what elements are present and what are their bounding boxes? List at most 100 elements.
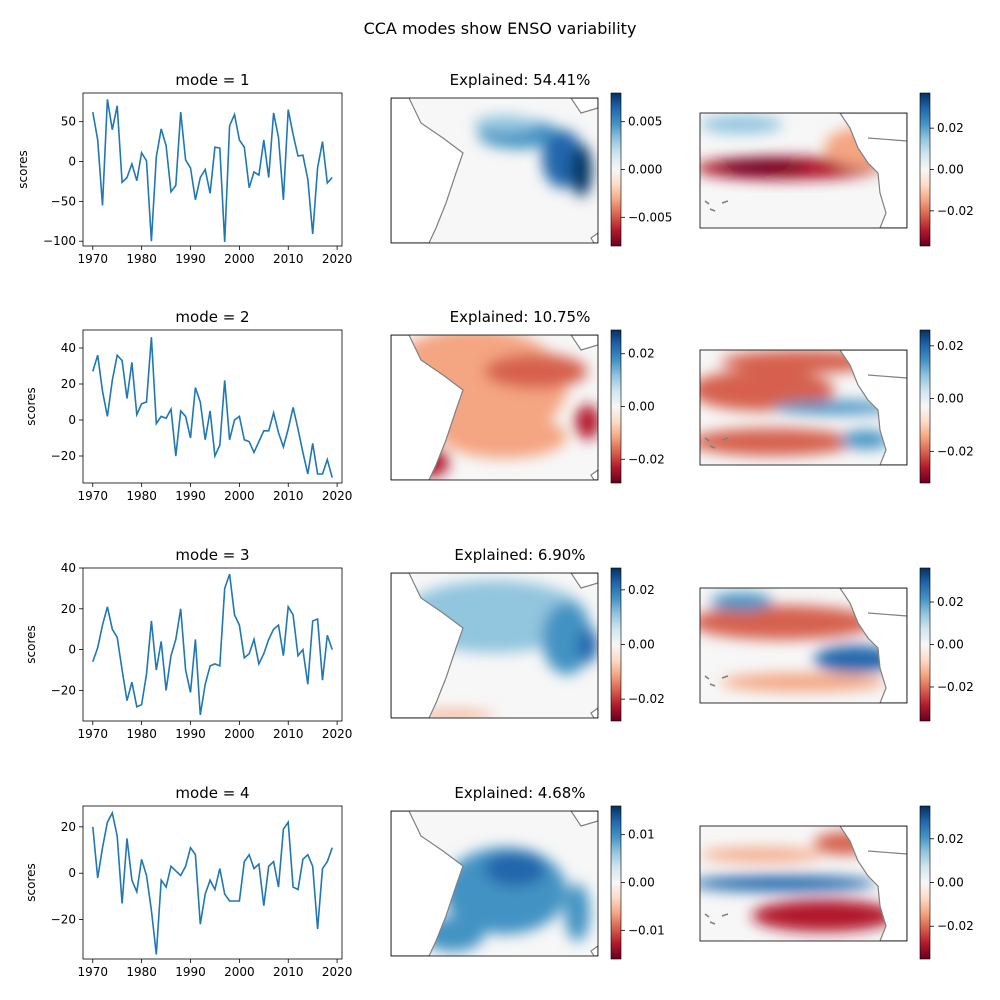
y-tick-label: −20 bbox=[51, 683, 76, 697]
x-tick-label: 2020 bbox=[322, 489, 353, 503]
x-tick-label: 1990 bbox=[175, 727, 206, 741]
scores-panel-2: mode = 2 1970 1980 1990 2000 2010 2020 −20 0 20 40… bbox=[24, 308, 352, 503]
x-tick-label: 1970 bbox=[78, 965, 109, 979]
x-tick-label: 1990 bbox=[175, 252, 206, 266]
plot-frame bbox=[82, 567, 343, 722]
colorbar bbox=[919, 92, 931, 247]
plot-frame bbox=[82, 805, 343, 960]
x-tick-label: 2000 bbox=[224, 252, 255, 266]
colorbar-tick-label: 0.02 bbox=[937, 339, 964, 353]
panel-title: Explained: 10.75% bbox=[450, 308, 591, 326]
colorbar bbox=[919, 329, 931, 484]
islands bbox=[704, 675, 729, 687]
x-tick-label: 1980 bbox=[126, 727, 157, 741]
x-tick-label: 2010 bbox=[273, 489, 304, 503]
colorbar bbox=[610, 805, 622, 960]
colorbar-tick-label: 0.00 bbox=[628, 876, 655, 890]
colorbar-tick-label: 0.00 bbox=[937, 876, 964, 890]
map-frame bbox=[390, 334, 599, 481]
pattern-region bbox=[542, 602, 592, 675]
pattern-region bbox=[700, 875, 876, 892]
x-tick-label: 2010 bbox=[273, 252, 304, 266]
pattern-region bbox=[720, 673, 887, 692]
scores-panel-4: mode = 4 1970 1980 1990 2000 2010 2020 −20 0 20 sc… bbox=[24, 784, 352, 979]
colorbar-tick-label: 0.00 bbox=[937, 638, 964, 652]
map-frame bbox=[390, 572, 599, 719]
panel-title: mode = 3 bbox=[175, 546, 249, 564]
africa-land bbox=[590, 945, 598, 956]
x-tick-label: 2020 bbox=[322, 727, 353, 741]
scores-panel-3: mode = 3 1970 1980 1990 2000 2010 2020 −20 0 20 40… bbox=[24, 546, 352, 741]
colorbar-tick-label: 0.000 bbox=[628, 163, 662, 177]
islands bbox=[704, 437, 729, 449]
south-america-land bbox=[391, 335, 464, 480]
pacific-map-0: −0.02 0.00 0.02 bbox=[699, 92, 974, 247]
x-tick-label: 2010 bbox=[273, 727, 304, 741]
atlantic-map-0: Explained: 54.41% −0.005 0.000 0.005 bbox=[390, 71, 672, 247]
colorbar bbox=[919, 567, 931, 722]
panel-title: mode = 2 bbox=[175, 308, 249, 326]
y-axis-label: scores bbox=[16, 150, 30, 189]
colorbar-tick-label: −0.02 bbox=[937, 919, 974, 933]
colorbar-tick-label: −0.02 bbox=[937, 680, 974, 694]
x-tick-label: 1970 bbox=[78, 489, 109, 503]
map-frame bbox=[390, 810, 599, 957]
y-tick-label: −50 bbox=[51, 194, 76, 208]
colorbar-tick-label: 0.00 bbox=[937, 392, 964, 406]
colorbar-tick-label: 0.02 bbox=[937, 595, 964, 609]
scores-panel-1: mode = 1 1970 1980 1990 2000 2010 2020 −100 −50 0… bbox=[16, 71, 352, 266]
colorbar-tick-label: 0.02 bbox=[937, 121, 964, 135]
panel-title: Explained: 6.90% bbox=[454, 546, 585, 564]
colorbar-tick-label: −0.02 bbox=[628, 692, 665, 706]
pattern-region bbox=[813, 645, 897, 674]
y-tick-label: 50 bbox=[61, 115, 76, 129]
africa-land bbox=[570, 573, 598, 589]
pattern-region bbox=[700, 847, 825, 862]
pattern-region bbox=[571, 144, 592, 197]
colorbar-tick-label: 0.00 bbox=[628, 638, 655, 652]
y-tick-label: 40 bbox=[61, 561, 76, 575]
x-tick-label: 1980 bbox=[126, 252, 157, 266]
pattern-region bbox=[484, 851, 547, 887]
pattern-region bbox=[484, 353, 588, 389]
pattern-region bbox=[473, 115, 536, 133]
y-tick-label: −100 bbox=[43, 234, 76, 248]
x-tick-label: 1980 bbox=[126, 965, 157, 979]
x-tick-label: 2020 bbox=[322, 965, 353, 979]
x-tick-label: 2000 bbox=[224, 965, 255, 979]
x-tick-label: 1970 bbox=[78, 727, 109, 741]
pacific-map-2: −0.02 0.00 0.02 bbox=[699, 567, 974, 722]
y-axis-label: scores bbox=[24, 863, 38, 902]
scores-line bbox=[92, 573, 333, 716]
africa-land bbox=[590, 707, 598, 718]
colorbar-tick-label: 0.02 bbox=[628, 583, 655, 597]
y-tick-label: −20 bbox=[51, 913, 76, 927]
scores-line bbox=[92, 99, 333, 243]
panel-title: mode = 4 bbox=[175, 784, 249, 802]
plot-frame bbox=[82, 329, 343, 484]
pattern-region bbox=[700, 115, 783, 134]
americas-land bbox=[839, 113, 907, 228]
plot-frame bbox=[82, 92, 343, 247]
atlantic-map-3: Explained: 4.68% −0.01 0.00 0.01 bbox=[390, 784, 665, 960]
map-frame bbox=[699, 587, 908, 704]
panel-title: Explained: 54.41% bbox=[450, 71, 591, 89]
africa-land bbox=[570, 811, 598, 827]
pacific-map-3: −0.02 0.00 0.02 bbox=[699, 805, 974, 960]
pattern-region bbox=[716, 159, 808, 176]
colorbar bbox=[610, 92, 622, 247]
americas-land bbox=[839, 350, 907, 465]
pattern-region bbox=[710, 592, 773, 611]
colorbar-tick-label: 0.005 bbox=[628, 115, 662, 129]
y-tick-label: 0 bbox=[68, 155, 76, 169]
colorbar-tick-label: 0.02 bbox=[937, 832, 964, 846]
pattern-region bbox=[751, 899, 897, 932]
islands bbox=[704, 200, 729, 212]
pattern-region bbox=[575, 404, 598, 440]
x-tick-label: 2020 bbox=[322, 252, 353, 266]
colorbar-tick-label: 0.00 bbox=[628, 400, 655, 414]
y-tick-label: 40 bbox=[61, 341, 76, 355]
y-tick-label: 20 bbox=[61, 820, 76, 834]
pattern-region bbox=[411, 710, 495, 718]
